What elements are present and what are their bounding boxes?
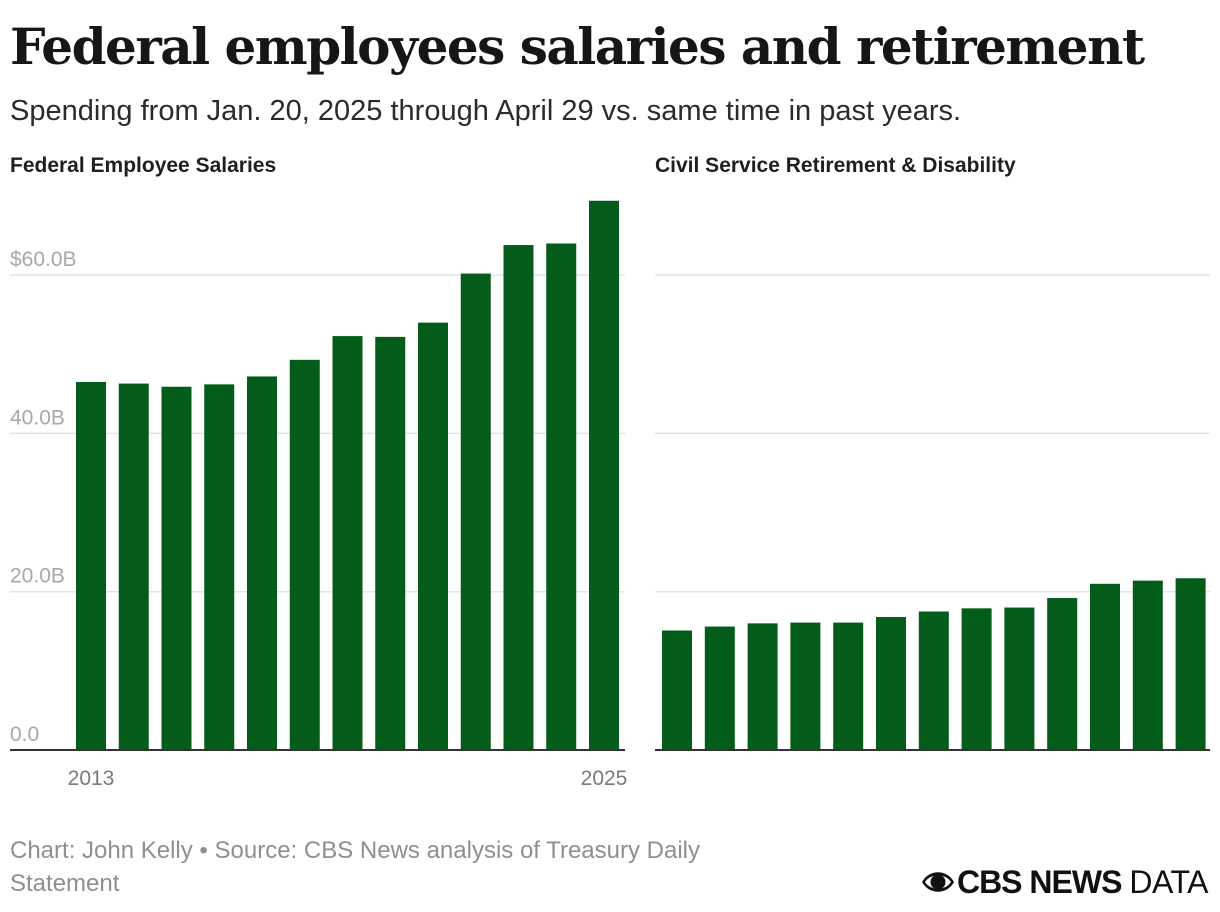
logo-suffix-text: DATA xyxy=(1129,863,1208,900)
logo-brand-text: CBS NEWS xyxy=(956,863,1122,900)
bar-2017 xyxy=(833,622,864,750)
bar-2016 xyxy=(204,384,235,750)
bar-2023 xyxy=(503,245,534,750)
bar-2025 xyxy=(1175,578,1206,750)
y-tick-label: $60.0B xyxy=(10,248,77,271)
bar-2018 xyxy=(289,359,320,750)
y-tick-label: 40.0B xyxy=(10,406,65,429)
bar-2020 xyxy=(375,336,406,750)
bar-2022 xyxy=(1047,598,1078,750)
bar-2015 xyxy=(747,623,778,750)
bar-2024 xyxy=(546,243,577,750)
bar-2014 xyxy=(118,383,149,750)
bar-2022 xyxy=(460,273,491,750)
cbs-eye-icon xyxy=(921,872,954,892)
bar-2013 xyxy=(662,630,692,750)
left-panel-title: Federal Employee Salaries xyxy=(10,154,277,177)
x-tick-label: 2013 xyxy=(68,767,115,790)
y-tick-label: 0.0 xyxy=(10,723,39,746)
bar-2023 xyxy=(1090,583,1120,750)
bar-2015 xyxy=(161,386,192,750)
right-panel-title: Civil Service Retirement & Disability xyxy=(655,154,1016,177)
y-tick-label: 20.0B xyxy=(10,565,65,588)
chart-title: Federal employees salaries and retiremen… xyxy=(10,17,1145,76)
x-tick-label: 2025 xyxy=(581,767,628,790)
bar-2021 xyxy=(418,322,448,750)
bar-2020 xyxy=(961,608,992,750)
bar-2025 xyxy=(589,200,619,751)
bar-2024 xyxy=(1132,580,1163,750)
bar-2019 xyxy=(918,611,949,750)
source-credit: Chart: John Kelly • Source: CBS News ana… xyxy=(10,837,700,897)
bar-2021 xyxy=(1004,607,1035,750)
chart-subtitle: Spending from Jan. 20, 2025 through Apri… xyxy=(10,95,962,127)
bar-2019 xyxy=(332,336,363,750)
cbs-news-data-logo: CBS NEWS DATA xyxy=(921,862,1208,902)
bar-2014 xyxy=(704,626,735,750)
bar-2016 xyxy=(790,622,821,750)
bar-2013 xyxy=(76,381,106,750)
bar-2017 xyxy=(247,376,277,750)
bar-2018 xyxy=(876,617,906,750)
